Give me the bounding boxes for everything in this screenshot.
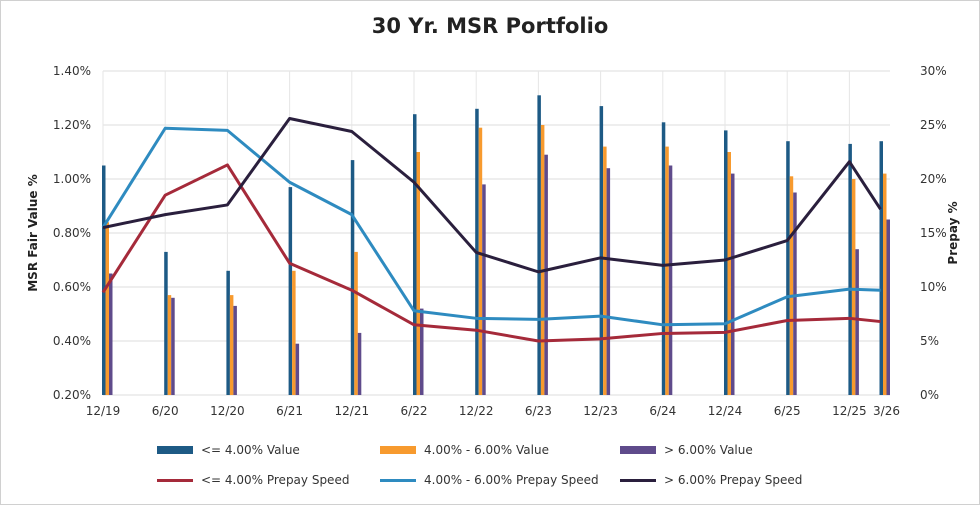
y-left-tick-label: 1.20% xyxy=(53,118,91,132)
legend-swatch xyxy=(380,446,416,454)
bar-3 xyxy=(295,343,300,395)
y-left-tick-label: 0.40% xyxy=(53,334,91,348)
bar-1 xyxy=(724,130,728,395)
bar-3 xyxy=(606,168,611,395)
legend-swatch xyxy=(620,478,656,482)
bar-1 xyxy=(537,95,541,396)
bar-2 xyxy=(167,295,172,395)
bar-2 xyxy=(665,146,669,395)
bar-3 xyxy=(171,297,175,395)
legend-label: <= 4.00% Value xyxy=(201,443,300,457)
legend-item: > 6.00% Prepay Speed xyxy=(620,473,802,487)
line-series-1 xyxy=(101,163,881,343)
y-right-tick-label: 0% xyxy=(920,388,939,402)
x-tick-label: 6/25 xyxy=(774,404,801,418)
bar-3 xyxy=(793,192,797,395)
bar-1 xyxy=(164,251,168,395)
x-tick-label: 12/21 xyxy=(335,404,370,418)
legend-item: > 6.00% Value xyxy=(620,443,753,457)
bar-2 xyxy=(292,270,296,395)
y-right-tick-label: 30% xyxy=(920,64,947,78)
y-right-tick-label: 20% xyxy=(920,172,947,186)
bar-3 xyxy=(668,165,673,395)
legend-item: <= 4.00% Value xyxy=(157,443,300,457)
bar-3 xyxy=(482,184,486,395)
bar-2 xyxy=(603,146,607,395)
bar-3 xyxy=(357,332,362,395)
legend-swatch xyxy=(620,446,656,454)
bar-3 xyxy=(420,308,424,395)
bar-1 xyxy=(102,165,106,395)
y-left-axis-label: MSR Fair Value % xyxy=(26,174,40,292)
line-series-3 xyxy=(102,117,882,274)
x-tick-label: 6/24 xyxy=(649,404,676,418)
bar-1 xyxy=(226,270,230,395)
x-tick-label: 12/20 xyxy=(210,404,245,418)
bar-1 xyxy=(413,114,417,395)
legend-swatch xyxy=(380,478,416,482)
bar-1 xyxy=(879,141,883,395)
x-tick-label: 12/23 xyxy=(583,404,618,418)
bar-3 xyxy=(886,219,890,395)
bar-1 xyxy=(350,160,355,395)
bar-3 xyxy=(731,173,735,395)
x-tick-label: 12/19 xyxy=(86,404,121,418)
x-tick-label: 6/22 xyxy=(401,404,428,418)
bar-2 xyxy=(229,295,234,395)
y-left-tick-label: 0.60% xyxy=(53,280,91,294)
chart-title: 30 Yr. MSR Portfolio xyxy=(371,14,609,38)
legend-label: > 6.00% Value xyxy=(664,443,753,457)
legend-label: > 6.00% Prepay Speed xyxy=(664,473,803,487)
y-right-tick-label: 15% xyxy=(920,226,947,240)
bar-2 xyxy=(789,176,794,395)
x-tick-label: 6/20 xyxy=(152,404,179,418)
bar-3 xyxy=(544,154,548,395)
bar-2 xyxy=(883,173,887,395)
bar-1 xyxy=(599,106,604,395)
x-tick-label: 12/22 xyxy=(459,404,494,418)
bar-2 xyxy=(416,152,420,395)
legend-label: 4.00% - 6.00% Value xyxy=(424,443,549,457)
legend-item: <= 4.00% Prepay Speed xyxy=(157,473,349,487)
bar-1 xyxy=(786,141,790,395)
bar-3 xyxy=(233,305,237,395)
y-left-tick-label: 1.40% xyxy=(53,64,91,78)
bar-2 xyxy=(851,179,856,395)
legend-item: 4.00% - 6.00% Value xyxy=(380,443,549,457)
y-left-tick-label: 0.20% xyxy=(53,388,91,402)
y-right-tick-label: 10% xyxy=(920,280,947,294)
bar-3 xyxy=(109,273,113,395)
bar-2 xyxy=(105,222,109,395)
bar-2 xyxy=(354,251,358,395)
x-tick-label: 6/21 xyxy=(276,404,303,418)
legend-swatch xyxy=(157,478,193,482)
legend-item: 4.00% - 6.00% Prepay Speed xyxy=(380,473,599,487)
y-right-tick-label: 5% xyxy=(920,334,939,348)
bar-1 xyxy=(288,187,293,395)
x-tick-label: 3/26 xyxy=(873,404,900,418)
y-left-tick-label: 0.80% xyxy=(53,226,91,240)
x-tick-label: 12/25 xyxy=(832,404,867,418)
x-tick-label: 12/24 xyxy=(708,404,743,418)
bar-1 xyxy=(661,122,666,396)
bar-2 xyxy=(478,127,483,395)
x-tick-label: 6/23 xyxy=(525,404,552,418)
bar-3 xyxy=(855,249,859,395)
legend-swatch xyxy=(157,446,193,454)
y-right-axis-label: Prepay % xyxy=(946,201,960,264)
legend-label: 4.00% - 6.00% Prepay Speed xyxy=(424,473,599,487)
bar-2 xyxy=(540,125,545,395)
legend-label: <= 4.00% Prepay Speed xyxy=(201,473,350,487)
line-series-2 xyxy=(101,126,881,327)
bar-2 xyxy=(727,152,731,395)
y-right-tick-label: 25% xyxy=(920,118,947,132)
y-left-tick-label: 1.00% xyxy=(53,172,91,186)
bar-1 xyxy=(848,143,852,395)
